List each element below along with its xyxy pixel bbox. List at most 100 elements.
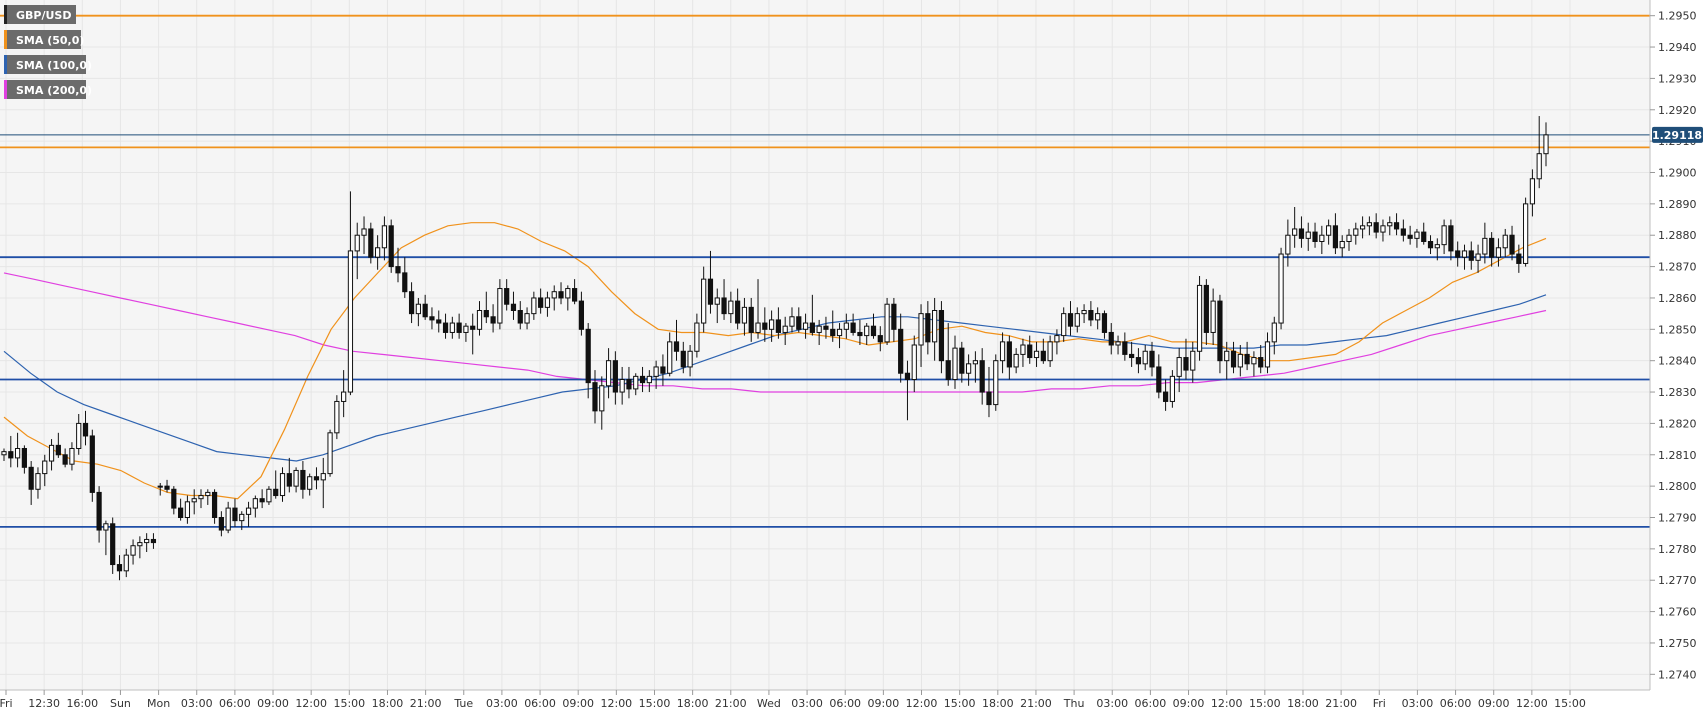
candle: [273, 470, 279, 499]
candle: [456, 313, 462, 339]
candle: [1319, 225, 1325, 255]
candle-body: [578, 300, 585, 330]
candle-body: [701, 278, 707, 324]
x-tick-label: 15:00: [944, 697, 976, 710]
candle: [728, 291, 734, 324]
y-tick-label: 1.2920: [1658, 104, 1697, 117]
candle: [850, 313, 856, 336]
candle-body: [551, 291, 557, 299]
candle: [1027, 335, 1033, 364]
candle: [347, 191, 354, 396]
candle-body: [558, 291, 564, 299]
candle: [293, 467, 299, 493]
candle: [605, 348, 612, 399]
candle-body: [449, 322, 455, 333]
candle: [449, 316, 455, 339]
legend-item: SMA (50,0): [4, 30, 84, 49]
candle: [1210, 288, 1216, 345]
candle: [1251, 351, 1257, 377]
x-tick-label: 12:00: [600, 697, 632, 710]
candle: [633, 373, 639, 396]
candle-body: [184, 501, 191, 518]
candle-body: [1312, 231, 1318, 243]
candle: [375, 235, 381, 270]
candle-body: [171, 488, 177, 509]
candle: [1162, 379, 1169, 411]
legend-color-swatch: [4, 80, 7, 99]
candle-body: [1509, 234, 1515, 255]
candle-body: [599, 385, 605, 412]
candle-body: [1461, 250, 1468, 258]
candle: [28, 461, 34, 505]
candle-body: [395, 266, 401, 274]
candle: [1047, 335, 1053, 367]
candle-body: [1061, 313, 1067, 337]
candle: [544, 291, 551, 317]
candle: [1061, 307, 1067, 342]
candle: [1502, 228, 1508, 258]
candle: [1108, 323, 1114, 355]
candle: [320, 457, 326, 509]
candle-body: [1013, 353, 1019, 368]
candle: [1468, 241, 1474, 270]
y-tick-label: 1.2750: [1658, 637, 1697, 650]
candle: [334, 395, 340, 440]
x-tick-label: 15:00: [333, 697, 365, 710]
candle: [755, 279, 761, 339]
candle-body: [850, 322, 856, 333]
candle-body: [1210, 300, 1216, 333]
candle-body: [1095, 313, 1101, 321]
candle-body: [1516, 253, 1522, 264]
candle: [1475, 244, 1481, 273]
candle: [714, 288, 720, 324]
legend-item-background: [4, 80, 86, 99]
y-axis-ticks: 1.2740 1.2750 1.2760 1.2770 1.2780 1.2790 1.28…: [1650, 10, 1697, 681]
candle: [1169, 370, 1175, 408]
candle-body: [836, 328, 843, 337]
candle: [470, 313, 476, 355]
candle: [775, 307, 782, 339]
candle: [653, 360, 659, 389]
candle: [667, 332, 673, 377]
candle: [965, 354, 972, 386]
candle-body: [782, 325, 788, 333]
candle: [952, 335, 958, 389]
candle-body: [293, 469, 299, 487]
legend-item-background: [4, 5, 76, 24]
candle: [1400, 219, 1406, 242]
candle: [1305, 222, 1311, 251]
candle: [701, 266, 707, 333]
candle: [721, 279, 727, 320]
candle: [959, 341, 965, 383]
candle: [137, 536, 143, 559]
candle: [110, 517, 116, 574]
candle-body: [830, 328, 836, 337]
candle-body: [1, 451, 7, 456]
candle: [1461, 244, 1468, 270]
candle-body: [1414, 231, 1420, 239]
candle: [300, 461, 306, 499]
candle: [1101, 310, 1108, 339]
candle-body: [748, 306, 754, 333]
last-price-tag: 1.29118: [1652, 126, 1703, 143]
candle: [103, 520, 109, 556]
candle-body: [667, 341, 673, 374]
candle: [1149, 341, 1155, 377]
sma-200-line: [3, 272, 1547, 393]
candle-body: [470, 325, 476, 330]
candle-body: [1400, 228, 1406, 236]
candle-body: [1006, 341, 1012, 368]
candle: [476, 301, 483, 336]
y-tick-label: 1.2800: [1658, 480, 1697, 493]
x-tick-label: 09:00: [1173, 697, 1205, 710]
x-tick-label: 12:30: [28, 697, 60, 710]
candle-body: [605, 360, 612, 387]
candle-body: [911, 344, 917, 380]
candle: [1285, 219, 1291, 267]
candle-body: [1475, 253, 1481, 261]
candle: [259, 489, 265, 509]
candle: [395, 247, 401, 283]
candle: [694, 313, 700, 358]
candle-body: [334, 400, 340, 434]
